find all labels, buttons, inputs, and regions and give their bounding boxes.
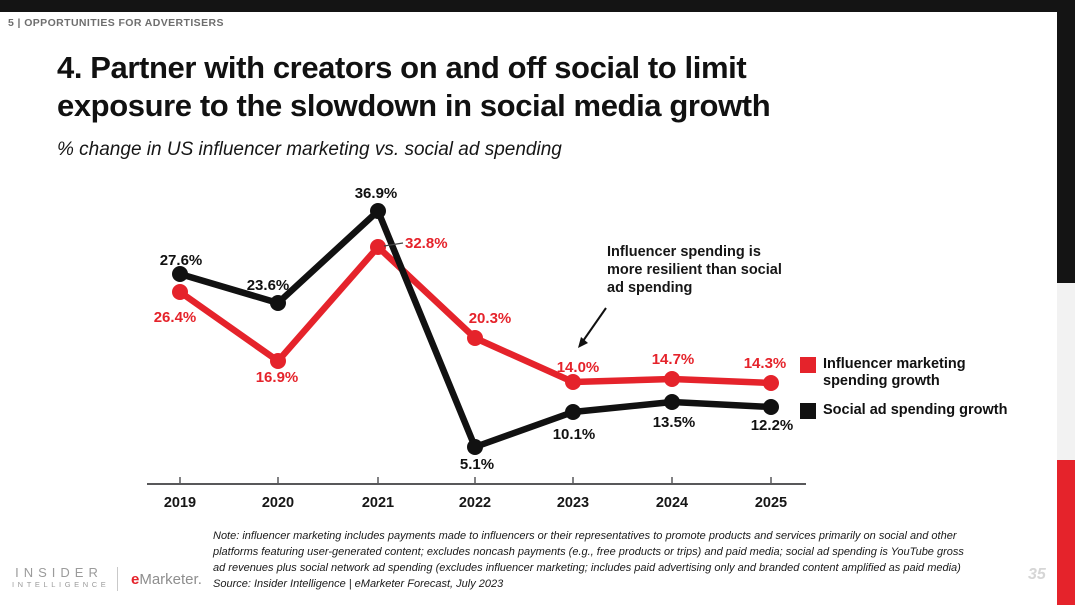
data-point xyxy=(565,404,581,420)
legend-item-social: Social ad spending growth xyxy=(800,402,1008,419)
data-label: 26.4% xyxy=(154,309,197,326)
x-axis-label: 2020 xyxy=(262,495,294,511)
data-point xyxy=(664,371,680,387)
right-edge-red-strip xyxy=(1057,460,1075,605)
data-point xyxy=(270,295,286,311)
data-label: 12.2% xyxy=(751,417,794,434)
annotation-arrow xyxy=(578,307,607,348)
slide-header-label: 5 | OPPORTUNITIES FOR ADVERTISERS xyxy=(8,17,224,29)
data-point xyxy=(370,203,386,219)
series-influencer xyxy=(172,239,779,391)
data-point xyxy=(763,375,779,391)
series-social xyxy=(172,203,779,455)
data-label: 16.9% xyxy=(256,369,299,386)
data-point xyxy=(270,353,286,369)
insider-intelligence-logo: INSIDER INTELLIGENCE xyxy=(12,565,110,589)
title-line-2: exposure to the slowdown in social media… xyxy=(57,88,771,123)
x-axis-label: 2019 xyxy=(164,495,196,511)
x-axis-label: 2023 xyxy=(557,495,589,511)
x-axis-label: 2021 xyxy=(362,495,394,511)
legend-label-influencer: Influencer marketing spending growth xyxy=(823,356,966,389)
data-label: 20.3% xyxy=(469,310,512,327)
data-point xyxy=(370,239,386,255)
data-point xyxy=(664,394,680,410)
annotation-line-2: more resilient than social xyxy=(607,262,782,278)
x-axis-label: 2024 xyxy=(656,495,688,511)
top-bar xyxy=(0,0,1075,12)
data-label: 5.1% xyxy=(460,456,494,473)
data-label: 27.6% xyxy=(160,252,203,269)
annotation-line-1: Influencer spending is xyxy=(607,244,761,260)
page-title: 4. Partner with creators on and off soci… xyxy=(57,49,1017,125)
legend-swatch-social xyxy=(800,403,816,419)
right-edge-gray-strip xyxy=(1057,283,1075,460)
data-point xyxy=(467,439,483,455)
footnote-line-1: Note: influencer marketing includes paym… xyxy=(213,530,957,542)
emarketer-e-mark: e xyxy=(131,571,140,588)
right-edge-black-strip xyxy=(1057,0,1075,283)
page-number: 35 xyxy=(1028,566,1046,583)
data-label: 14.7% xyxy=(652,351,695,368)
data-label: 10.1% xyxy=(553,426,596,443)
footnote-line-3: ad revenues plus social network ad spend… xyxy=(213,562,961,574)
data-label: 23.6% xyxy=(247,277,290,294)
series-labels-influencer: 26.4% 16.9% 32.8% 20.3% 14.0% 14.7% 14.3% xyxy=(154,235,787,386)
data-label: 14.0% xyxy=(557,359,600,376)
data-point xyxy=(565,374,581,390)
emarketer-wordmark: Marketer. xyxy=(139,571,202,588)
footnote-line-4: Source: Insider Intelligence | eMarketer… xyxy=(213,578,504,590)
page-subtitle: % change in US influencer marketing vs. … xyxy=(57,139,562,160)
x-axis-label: 2022 xyxy=(459,495,491,511)
data-point xyxy=(172,266,188,282)
series-labels-social: 27.6% 23.6% 36.9% 5.1% 10.1% 13.5% 12.2% xyxy=(160,185,794,473)
data-label: 36.9% xyxy=(355,185,398,202)
legend-item-influencer: Influencer marketing spending growth xyxy=(800,356,966,390)
data-point xyxy=(467,330,483,346)
footnote-line-2: platforms featuring user-generated conte… xyxy=(213,546,964,558)
data-label: 14.3% xyxy=(744,355,787,372)
data-label: 32.8% xyxy=(405,235,448,252)
annotation-line-3: ad spending xyxy=(607,280,693,296)
x-axis: 2019 2020 2021 2022 2023 2024 2025 xyxy=(147,477,806,511)
emarketer-logo: eMarketer. xyxy=(131,571,202,588)
data-point xyxy=(172,284,188,300)
label-leader-line xyxy=(383,242,404,247)
logo-divider xyxy=(117,567,118,591)
footnote: Note: influencer marketing includes paym… xyxy=(213,528,1061,592)
title-line-1: 4. Partner with creators on and off soci… xyxy=(57,50,747,85)
data-point xyxy=(763,399,779,415)
chart-annotation: Influencer spending is more resilient th… xyxy=(607,243,837,297)
legend-swatch-influencer xyxy=(800,357,816,373)
legend-label-social: Social ad spending growth xyxy=(823,402,1008,418)
x-axis-label: 2025 xyxy=(755,495,787,511)
data-label: 13.5% xyxy=(653,414,696,431)
